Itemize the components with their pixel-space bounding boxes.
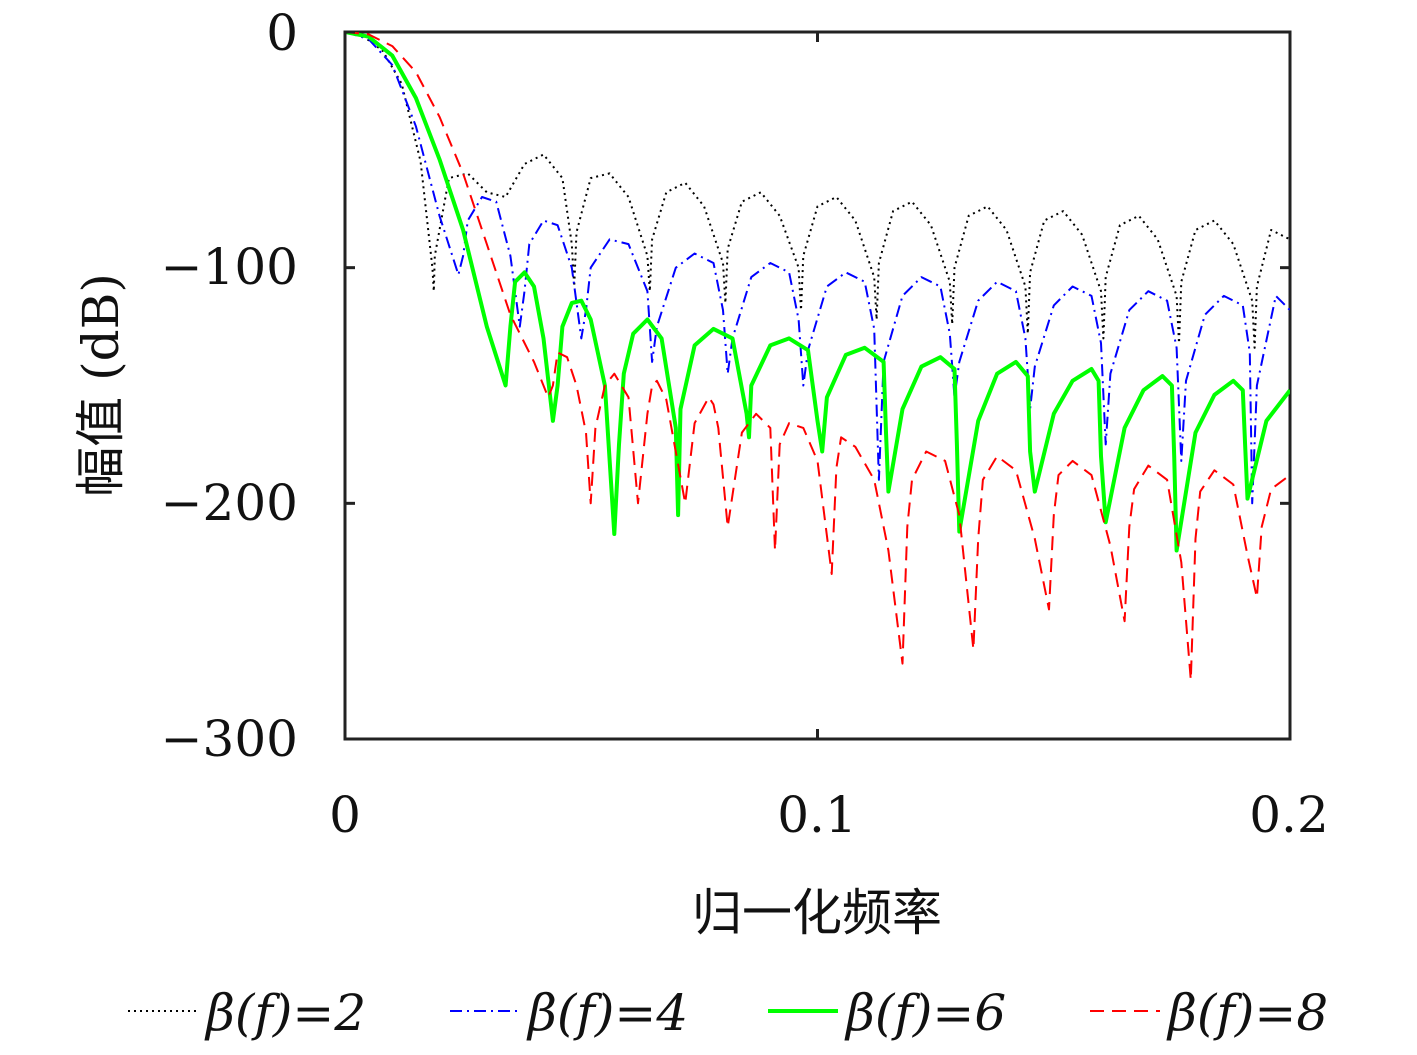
x-tick-label-0: 0 — [329, 786, 361, 844]
x-tick-label-0-1: 0.1 — [777, 786, 857, 844]
x-axis-label: 归一化频率 — [692, 884, 942, 942]
series-line-1 — [345, 32, 1290, 349]
x-tick-label-0-2: 0.2 — [1249, 786, 1329, 844]
series-line-3 — [345, 32, 1290, 553]
legend-label-beta-4: β(f)=4 — [526, 984, 688, 1042]
y-axis-label: 幅值 (dB) — [72, 273, 130, 497]
y-tick-label-100: −100 — [161, 238, 298, 296]
y-tick-label-300: −300 — [161, 710, 298, 768]
y-tick-label-200: −200 — [161, 474, 298, 532]
y-tick-label-0: 0 — [266, 4, 298, 62]
legend-label-beta-2: β(f)=2 — [204, 984, 366, 1042]
series-line-4 — [345, 32, 1290, 682]
legend: β(f)=2 β(f)=4 β(f)=6 β(f)=8 — [128, 984, 1328, 1042]
series-layer — [345, 32, 1290, 682]
legend-label-beta-6: β(f)=6 — [844, 984, 1006, 1042]
tick-marks — [343, 30, 1292, 741]
legend-label-beta-8: β(f)=8 — [1166, 984, 1328, 1042]
